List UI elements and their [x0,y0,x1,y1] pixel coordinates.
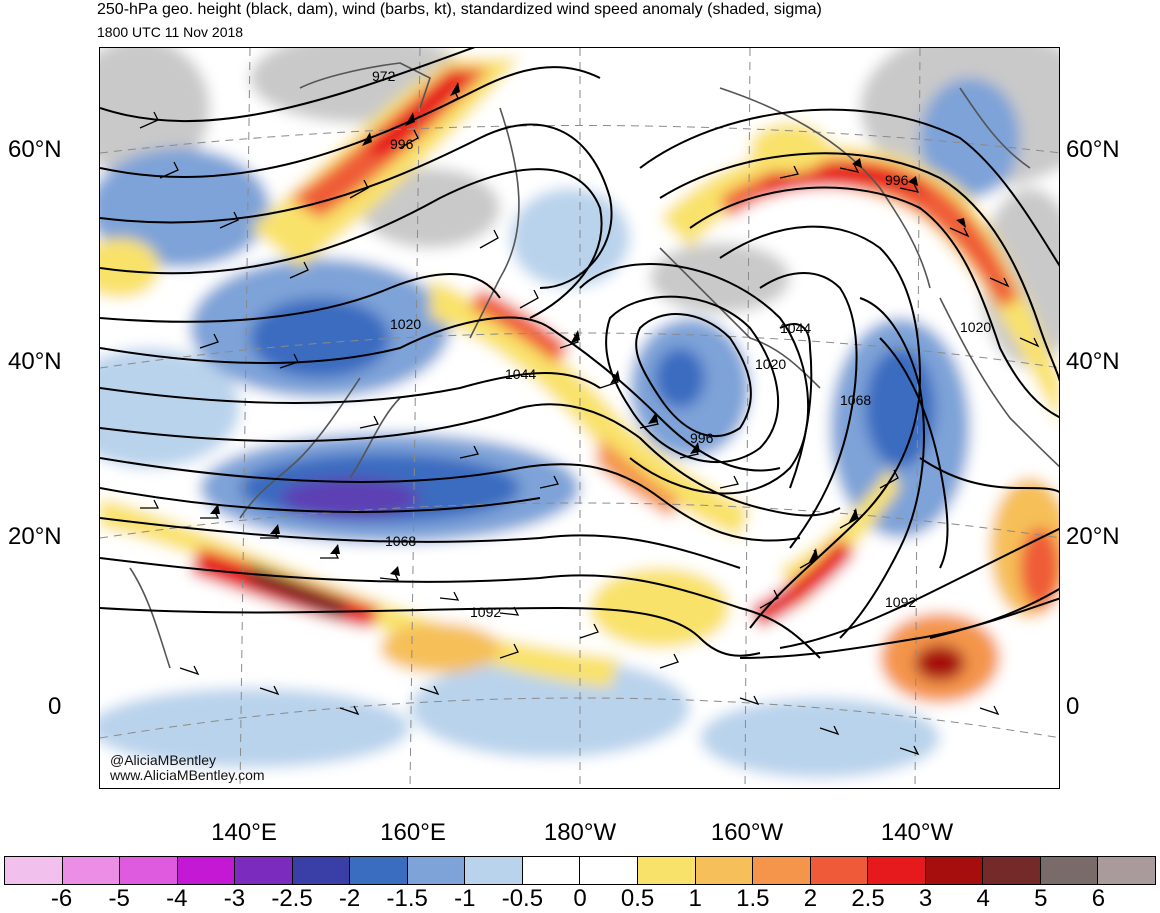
map-title: 250-hPa geo. height (black, dam), wind (… [97,1,822,18]
map-valid-time: 1800 UTC 11 Nov 2018 [97,24,244,40]
map-canvas [100,48,1059,788]
colorbar-tick-label: 6 [1091,885,1106,912]
colorbar-swatch [62,857,121,884]
lat-label-right: 40°N [1066,348,1120,375]
colorbar-tick-label: -1.5 [386,885,428,912]
colorbar-swatch [925,857,984,884]
contour-label: 1020 [755,356,787,372]
colorbar-swatch [350,857,408,884]
colorbar-swatch [5,857,63,884]
colorbar-swatch [810,857,869,884]
colorbar-swatch [177,857,236,884]
colorbar-swatch [407,857,466,884]
colorbar-tick-label: 5 [1034,885,1048,912]
lat-label-right: 60°N [1066,136,1120,163]
colorbar-tick-label: 0.5 [620,885,655,912]
colorbar-swatch [235,857,293,884]
contour-label: 996 [390,136,414,152]
colorbar-tick-label: -5 [108,885,130,912]
height-contours [100,48,1059,659]
contour-label: 996 [885,172,909,188]
colorbar-tick-label: -2.5 [271,885,313,912]
lon-label: 140°W [880,819,954,846]
colorbar-swatch [695,857,754,884]
colorbar-swatch [983,857,1041,884]
colorbar-tick-label: -2 [338,885,361,912]
colorbar-swatch [522,857,581,884]
colorbar-tick-label: 0 [573,885,587,912]
colorbar-swatch [580,857,639,884]
lat-label-right: 20°N [1066,523,1120,550]
contour-label: 972 [372,68,396,84]
coastlines [129,62,1059,669]
contour-label: 1044 [780,320,812,336]
contour-label: 1092 [470,604,502,620]
lon-label: 140°E [211,819,277,846]
lat-label-left: 0 [48,693,62,720]
colorbar-tick-label: 3 [918,885,933,912]
contour-label: 1092 [885,594,917,610]
colorbar-tick-label: 4 [976,885,990,912]
colorbar-tick-label: -1 [454,885,476,912]
lat-label-left: 40°N [8,348,62,375]
colorbar-swatch [1098,857,1155,884]
colorbar-tick-label: -0.5 [501,885,544,912]
lat-label-right: 0 [1066,693,1080,720]
lon-label: 180°W [543,819,617,846]
lat-label-left: 20°N [8,523,62,550]
colorbar-swatch [1040,857,1099,884]
colorbar [4,856,1156,885]
colorbar-tick-label: 1 [688,885,702,912]
lon-label: 160°E [380,819,446,846]
colorbar-tick-label: 1.5 [736,885,770,912]
colorbar-swatch [120,857,178,884]
contour-label: 1068 [385,533,417,549]
contour-label: 1068 [840,392,872,408]
colorbar-tick-label: -4 [166,885,188,912]
graticule [100,48,1059,788]
colorbar-tick-label: 2 [803,885,818,912]
contour-label: 996 [690,430,714,446]
contour-label: 1020 [960,319,992,335]
credit-website: www.AliciaMBentley.com [110,767,265,783]
map-panel: 972 996 1020 1044 1068 1092 996 1020 104… [99,47,1060,789]
contour-label: 1044 [505,366,537,382]
colorbar-swatch [638,857,696,884]
colorbar-swatch [292,857,351,884]
lat-label-left: 60°N [8,136,62,163]
colorbar-swatch [868,857,926,884]
colorbar-tick-label: 2.5 [851,885,885,912]
credit-handle: @AliciaMBentley [110,752,217,768]
lon-label: 160°W [710,819,784,846]
colorbar-tick-label: -3 [223,885,246,912]
wind-barbs [139,89,1040,756]
contour-label: 1020 [390,316,422,332]
colorbar-swatch [465,857,523,884]
colorbar-swatch [753,857,811,884]
colorbar-tick-label: -6 [50,885,73,912]
